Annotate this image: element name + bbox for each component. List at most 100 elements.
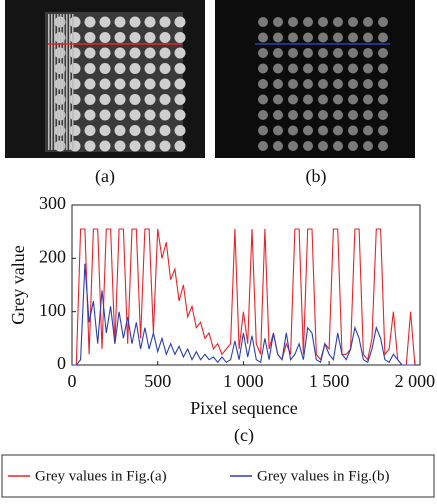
- dot: [378, 141, 388, 151]
- dot: [144, 16, 156, 28]
- dot: [363, 32, 373, 43]
- dot: [99, 32, 111, 43]
- dot: [378, 94, 388, 105]
- caption: (c): [234, 425, 254, 446]
- dot: [318, 125, 328, 136]
- y-tick-label: 0: [57, 353, 66, 373]
- dot: [114, 94, 126, 105]
- stripe: [54, 14, 56, 150]
- dot: [333, 94, 343, 105]
- dot: [129, 47, 141, 59]
- series-line: [72, 228, 416, 366]
- dot: [84, 94, 96, 105]
- dot: [378, 79, 388, 89]
- dot: [348, 110, 358, 120]
- dot: [303, 32, 313, 43]
- x-tick-label: 500: [144, 371, 171, 391]
- dot: [84, 140, 96, 152]
- dot: [174, 140, 186, 152]
- stripe: [69, 14, 71, 150]
- dot: [114, 32, 126, 43]
- dot: [378, 63, 388, 74]
- dot: [129, 140, 141, 152]
- dot: [144, 47, 156, 59]
- dot: [348, 94, 358, 105]
- dot: [159, 94, 171, 105]
- dot: [258, 110, 268, 120]
- dot: [159, 63, 171, 74]
- dot: [288, 110, 298, 120]
- dot: [378, 17, 388, 27]
- dot: [363, 79, 373, 89]
- stripe: [72, 14, 74, 150]
- x-tick-label: 1 000: [223, 371, 264, 391]
- dot: [273, 32, 283, 43]
- dot: [174, 94, 186, 105]
- dot: [129, 78, 141, 90]
- dot: [363, 125, 373, 136]
- dot: [129, 32, 141, 43]
- dot: [318, 141, 328, 151]
- dot: [363, 110, 373, 120]
- dot: [114, 140, 126, 152]
- dot: [258, 32, 268, 43]
- dot: [348, 79, 358, 89]
- dot: [303, 48, 313, 58]
- dot: [258, 125, 268, 136]
- dot: [303, 94, 313, 105]
- x-tick-label: 2 000: [395, 371, 436, 391]
- dot: [144, 78, 156, 90]
- legend-label: Grey values in Fig.(a): [35, 468, 167, 484]
- dot: [99, 140, 111, 152]
- dot: [333, 63, 343, 74]
- dot: [273, 79, 283, 89]
- stripe: [66, 14, 68, 150]
- dot: [333, 79, 343, 89]
- dot: [69, 125, 81, 136]
- dot: [174, 109, 186, 121]
- dot: [333, 32, 343, 43]
- x-tick-label: 0: [68, 371, 77, 391]
- dot: [129, 109, 141, 121]
- dot: [288, 94, 298, 105]
- dot: [84, 47, 96, 59]
- dot: [144, 94, 156, 105]
- dot: [273, 94, 283, 105]
- dot: [288, 141, 298, 151]
- dot: [333, 17, 343, 27]
- dot: [318, 63, 328, 74]
- dot: [174, 78, 186, 90]
- dot: [288, 79, 298, 89]
- dot: [84, 109, 96, 121]
- dot: [174, 47, 186, 59]
- dot: [348, 63, 358, 74]
- dot: [318, 17, 328, 27]
- dot: [288, 17, 298, 27]
- dot: [348, 141, 358, 151]
- dot: [303, 125, 313, 136]
- dot: [114, 63, 126, 74]
- dot: [114, 47, 126, 59]
- dot: [348, 125, 358, 136]
- dot: [258, 94, 268, 105]
- dot: [258, 17, 268, 27]
- dot: [288, 63, 298, 74]
- dot: [273, 125, 283, 136]
- dot: [84, 63, 96, 74]
- dot: [333, 125, 343, 136]
- dot: [318, 110, 328, 120]
- dot: [273, 48, 283, 58]
- dot: [363, 141, 373, 151]
- dot: [378, 48, 388, 58]
- dot: [84, 125, 96, 136]
- dot: [159, 78, 171, 90]
- dot: [303, 63, 313, 74]
- legend: [1, 454, 435, 498]
- dot: [348, 32, 358, 43]
- dot: [333, 110, 343, 120]
- dot: [174, 125, 186, 136]
- dot: [129, 63, 141, 74]
- dot: [69, 78, 81, 90]
